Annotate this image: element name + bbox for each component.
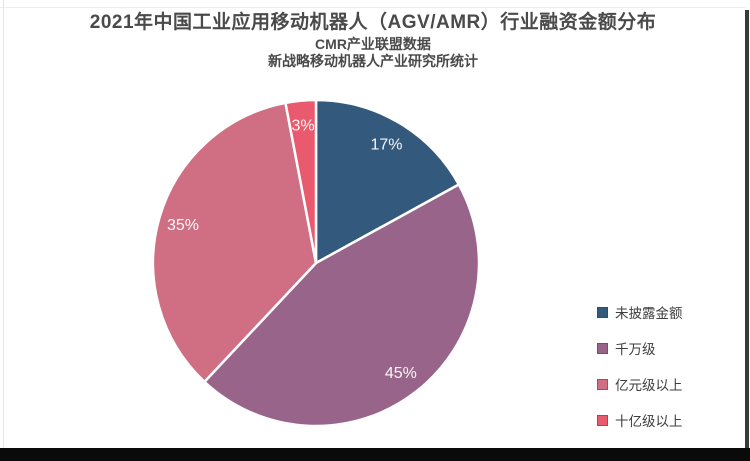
- legend-label: 千万级: [615, 342, 656, 357]
- legend-label: 亿元级以上: [615, 378, 683, 393]
- legend-label: 未披露金额: [615, 306, 683, 321]
- pie-data-label: 45%: [385, 365, 417, 382]
- chart-header: 2021年中国工业应用移动机器人（AGV/AMR）行业融资金额分布 CMR产业联…: [0, 10, 746, 70]
- frame-left-line: [3, 0, 4, 448]
- legend-swatch-hundred-million-plus: [597, 378, 608, 390]
- chart-title: 2021年中国工业应用移动机器人（AGV/AMR）行业融资金额分布: [89, 12, 657, 33]
- legend-swatch-undisclosed: [597, 306, 608, 318]
- pie-data-label: 17%: [370, 136, 402, 153]
- pie-slice: [314, 98, 461, 265]
- legend-swatch-tens-of-millions: [597, 342, 608, 354]
- pie-data-label: 35%: [167, 217, 199, 234]
- frame-top-line: [0, 7, 746, 8]
- legend-item-billion-plus: 十亿级以上: [597, 402, 683, 438]
- chart-subtitle-institute: 新战略移动机器人产业研究所统计: [268, 53, 478, 69]
- chart-legend: 未披露金额 千万级 亿元级以上 十亿级以上: [597, 294, 683, 438]
- legend-item-tens-of-millions: 千万级: [597, 330, 683, 366]
- pie-slice: [284, 98, 318, 265]
- legend-label: 十亿级以上: [615, 414, 683, 429]
- legend-item-undisclosed: 未披露金额: [597, 294, 683, 330]
- legend-item-hundred-million-plus: 亿元级以上: [597, 366, 683, 402]
- frame-bottom-bar: [0, 448, 750, 461]
- pie-slice: [151, 101, 318, 384]
- pie-data-label: 3%: [291, 118, 314, 135]
- frame-right-bar: [745, 10, 749, 448]
- pie-slice: [203, 183, 481, 428]
- legend-swatch-billion-plus: [597, 414, 608, 426]
- chart-subtitle-source: CMR产业联盟数据: [315, 36, 431, 52]
